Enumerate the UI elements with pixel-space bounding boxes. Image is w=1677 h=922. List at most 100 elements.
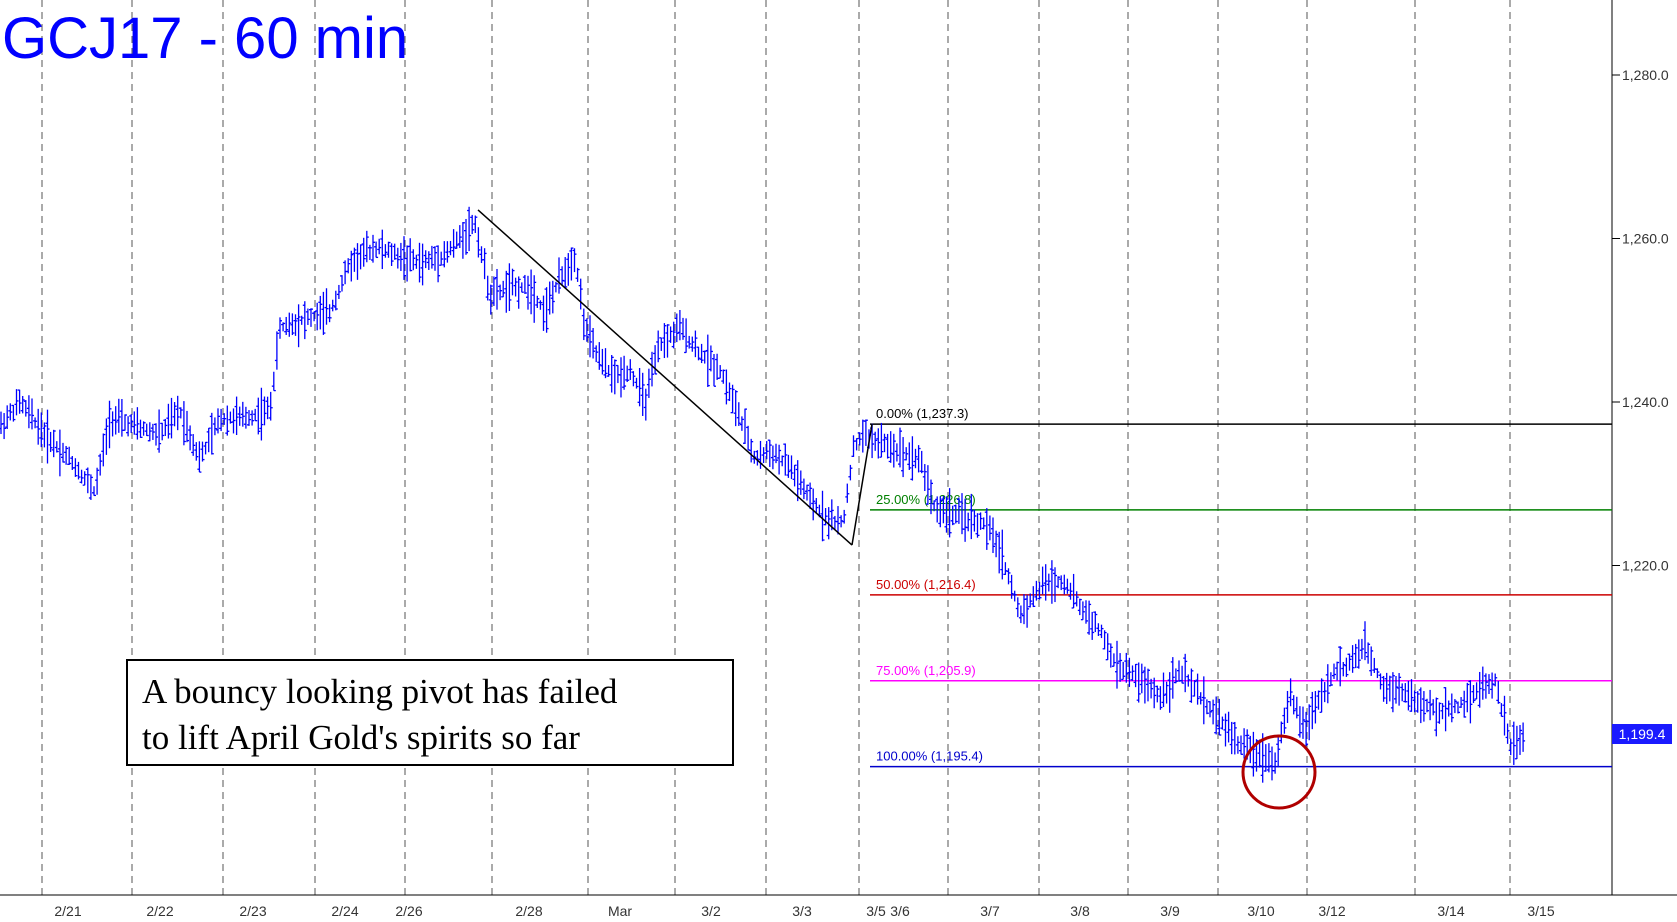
ohlc-bar <box>1387 675 1392 702</box>
ohlc-bar <box>26 395 31 429</box>
ohlc-bar <box>1359 638 1364 660</box>
ohlc-bar <box>45 409 50 464</box>
ohlc-bar <box>1508 738 1513 756</box>
ohlc-bar <box>1440 703 1445 720</box>
ohlc-bar <box>1186 674 1191 687</box>
ohlc-bar <box>1146 668 1150 702</box>
ohlc-bar <box>777 444 782 475</box>
ohlc-bar <box>513 277 518 297</box>
ohlc-bar <box>132 411 137 435</box>
ohlc-bar <box>178 407 183 419</box>
ohlc-bar <box>1369 646 1374 676</box>
ohlc-bar <box>175 395 180 431</box>
ohlc-bar <box>1040 566 1045 595</box>
fib-level-label: 75.00% (1,205.9) <box>876 663 976 678</box>
ohlc-bar <box>736 402 741 426</box>
ohlc-bar <box>1310 691 1315 730</box>
ohlc-bar <box>659 337 664 351</box>
y-tick-label: 1,240.0 <box>1622 394 1669 410</box>
ohlc-bar <box>1068 582 1073 600</box>
ohlc-bar <box>1474 682 1479 700</box>
ohlc-bar <box>891 433 896 468</box>
ohlc-bar <box>212 417 217 436</box>
ohlc-bar <box>1285 690 1290 723</box>
ohlc-bar <box>110 411 115 437</box>
ohlc-bar <box>172 401 177 427</box>
ohlc-bar <box>231 408 236 434</box>
ohlc-bar <box>1372 657 1377 673</box>
ohlc-bar <box>1046 573 1051 592</box>
ohlc-bar <box>854 437 859 451</box>
fibonacci-levels: 0.00% (1,237.3) 25.00% (1,226.8) 50.00% (1… <box>870 406 1612 768</box>
ohlc-bar <box>1000 529 1005 580</box>
chart-title: GCJ17 - 60 min <box>2 6 408 71</box>
ohlc-bar <box>321 291 326 335</box>
ohlc-bar <box>1189 668 1194 703</box>
ohlc-bar <box>1477 671 1482 708</box>
ohlc-bar <box>253 408 258 422</box>
ohlc-bar <box>312 311 317 322</box>
ohlc-bar <box>240 401 245 427</box>
ohlc-bar <box>157 409 162 453</box>
ohlc-bar <box>1421 691 1426 722</box>
ohlc-bar <box>336 284 341 299</box>
ohlc-bar <box>296 304 301 348</box>
ohlc-bar <box>1493 673 1498 687</box>
ohlc-bar <box>126 416 131 437</box>
ohlc-bar <box>1319 678 1324 713</box>
ohlc-bar <box>374 241 379 259</box>
y-tick-label: 1,260.0 <box>1622 231 1669 247</box>
fib-level-label: 50.00% (1,216.4) <box>876 577 976 592</box>
ohlc-bar <box>1223 713 1228 747</box>
ohlc-bar <box>1449 693 1454 723</box>
ohlc-bar <box>522 274 527 294</box>
ohlc-bar <box>640 372 645 416</box>
ohlc-bar <box>408 238 413 272</box>
ohlc-bar <box>1226 711 1231 743</box>
ohlc-bar <box>842 509 847 524</box>
ohlc-bar <box>715 353 720 380</box>
ohlc-bar <box>67 446 72 465</box>
ohlc-bar <box>318 295 323 330</box>
ohlc-bar <box>1037 581 1042 600</box>
ohlc-bar <box>805 484 809 501</box>
ohlc-bar <box>1232 721 1237 755</box>
ohlc-bar <box>848 464 853 481</box>
ohlc-bar <box>380 229 385 270</box>
ohlc-bar <box>978 512 983 530</box>
ohlc-bar <box>718 365 723 379</box>
ohlc-bar <box>1409 679 1414 712</box>
ohlc-bar <box>234 396 239 436</box>
ohlc-bar <box>250 410 255 426</box>
ohlc-bar <box>814 498 819 513</box>
ohlc-bar <box>563 257 568 288</box>
ohlc-bar <box>1505 723 1510 744</box>
ohlc-bar <box>420 243 425 286</box>
ohlc-bar <box>547 281 552 315</box>
ohlc-bar <box>54 441 59 453</box>
ohlc-bar <box>1177 660 1181 682</box>
ohlc-bar <box>935 496 940 523</box>
ohlc-bar <box>1465 682 1470 713</box>
ohlc-bar <box>1356 639 1361 669</box>
ohlc-bar <box>1480 666 1485 700</box>
x-tick-label: 3/10 <box>1247 903 1274 919</box>
ohlc-bar <box>150 423 155 440</box>
ohlc-bar <box>417 242 422 283</box>
ohlc-bar <box>780 455 785 467</box>
ohlc-bar <box>1471 685 1476 703</box>
ohlc-bar <box>495 268 499 310</box>
ohlc-bar <box>544 287 549 333</box>
ohlc-bar <box>491 276 496 306</box>
ohlc-bar <box>941 495 946 524</box>
ohlc-bar <box>684 318 689 354</box>
ohlc-bar <box>770 445 775 470</box>
ohlc-bar <box>1521 722 1526 752</box>
ohlc-bar <box>1217 698 1222 736</box>
ohlc-bar <box>1074 591 1079 607</box>
ohlc-bar <box>206 427 211 453</box>
ohlc-bar <box>597 342 602 370</box>
ohlc-bar <box>749 438 754 463</box>
ohlc-bar <box>1087 600 1092 635</box>
